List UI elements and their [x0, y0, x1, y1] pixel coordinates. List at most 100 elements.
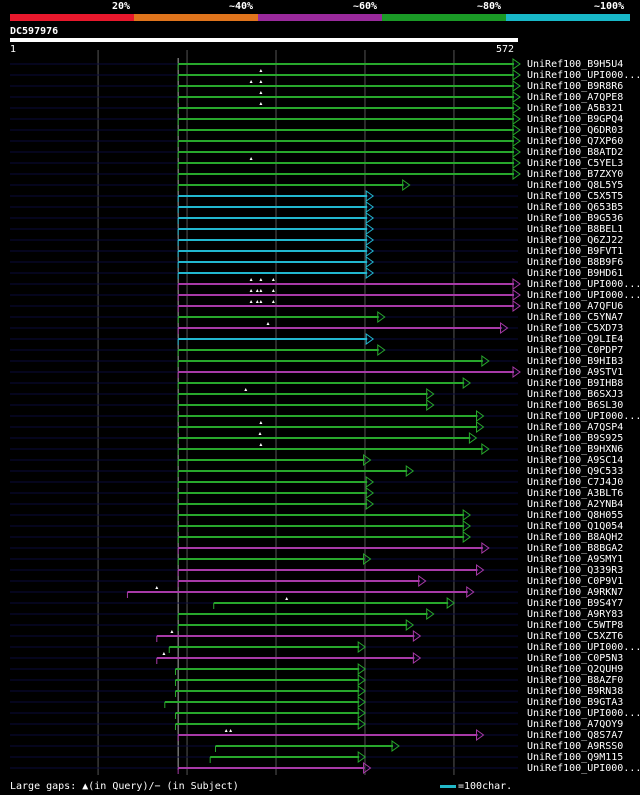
hit-label: UniRef100_Q1Q054 — [527, 521, 623, 532]
hit-label: UniRef100_B8AZF0 — [527, 675, 623, 686]
hit-label: UniRef100_UPI000... — [527, 411, 640, 422]
hit-end-arrow — [365, 234, 375, 246]
query-line — [10, 38, 518, 42]
hit-label: UniRef100_A9SMY1 — [527, 554, 623, 565]
scale-label-60: ~60% — [353, 1, 378, 12]
query-gap-marker — [266, 322, 270, 325]
hit-label: UniRef100_Q2QUH9 — [527, 664, 623, 675]
hit-label: UniRef100_Q8S7A7 — [527, 730, 623, 741]
hit-end-arrow — [377, 311, 386, 323]
hit-label: UniRef100_B9R8R6 — [527, 81, 623, 92]
hit-label: UniRef100_C7J4J0 — [527, 477, 623, 488]
hit-label: UniRef100_A7QFU6 — [527, 301, 623, 312]
query-gap-marker — [224, 729, 228, 732]
hit-label: UniRef100_B9G536 — [527, 213, 623, 224]
hit-label: UniRef100_Q8H055 — [527, 510, 623, 521]
hit-label: UniRef100_A7QSP4 — [527, 422, 623, 433]
hit-end-arrow — [500, 322, 509, 334]
hit-end-arrow — [512, 135, 521, 147]
query-gap-marker — [249, 157, 253, 160]
hit-label: UniRef100_B8B9F6 — [527, 257, 623, 268]
query-gap-marker — [259, 102, 263, 105]
query-gap-marker — [229, 729, 233, 732]
hit-end-arrow — [357, 718, 367, 730]
hit-label: UniRef100_B9HD61 — [527, 268, 623, 279]
query-gap-marker — [271, 289, 275, 292]
query-gap-marker — [249, 289, 253, 292]
hit-label: UniRef100_Q6DR03 — [527, 125, 623, 136]
query-gap-marker — [259, 421, 263, 424]
hit-label: UniRef100_C5WTP8 — [527, 620, 623, 631]
query-gap-marker — [259, 278, 263, 281]
hit-end-arrow — [363, 454, 372, 466]
hit-end-arrow — [412, 652, 422, 664]
query-gap-marker — [259, 289, 263, 292]
hit-end-arrow — [481, 542, 490, 554]
hit-end-arrow — [365, 190, 375, 202]
hit-end-arrow — [357, 696, 367, 708]
hit-label: UniRef100_A9SC14 — [527, 455, 623, 466]
hit-label: UniRef100_A9RY83 — [527, 609, 623, 620]
hit-end-arrow — [468, 432, 478, 444]
hit-label: UniRef100_Q6ZJ22 — [527, 235, 623, 246]
legend-gaps: Large gaps: ▲(in Query)/− (in Subject) — [10, 781, 239, 792]
legend-scale: =100char. — [440, 781, 512, 792]
hit-end-arrow — [357, 751, 367, 763]
hit-label: UniRef100_B7ZXY0 — [527, 169, 623, 180]
hit-label: UniRef100_Q8L5Y5 — [527, 180, 623, 191]
hit-label: UniRef100_A9RKN7 — [527, 587, 623, 598]
hit-end-arrow — [426, 399, 435, 411]
hit-label: UniRef100_UPI000... — [527, 279, 640, 290]
hit-end-arrow — [365, 487, 375, 499]
hit-label: UniRef100_C0P5N3 — [527, 653, 623, 664]
hit-label: UniRef100_C0P9V1 — [527, 576, 623, 587]
hit-label: UniRef100_Q9C533 — [527, 466, 623, 477]
hit-end-arrow — [462, 531, 472, 543]
scale-segment-60 — [258, 14, 382, 21]
scale-segment-100 — [506, 14, 630, 21]
hit-label: UniRef100_A7QPE8 — [527, 92, 623, 103]
hit-label: UniRef100_Q9M115 — [527, 752, 623, 763]
query-gap-marker — [249, 80, 253, 83]
query-gap-marker — [271, 278, 275, 281]
hit-label: UniRef100_UPI000... — [527, 642, 640, 653]
query-gap-marker — [259, 443, 263, 446]
hit-label: UniRef100_A9STV1 — [527, 367, 623, 378]
hit-label: UniRef100_B9RN38 — [527, 686, 623, 697]
scale-segment-80 — [382, 14, 506, 21]
hit-end-arrow — [512, 80, 521, 92]
hit-label: UniRef100_B9IHB8 — [527, 378, 623, 389]
hit-end-arrow — [462, 509, 472, 521]
query-gap-marker — [259, 91, 263, 94]
hit-label: UniRef100_Q339R3 — [527, 565, 623, 576]
hit-label: UniRef100_UPI000... — [527, 70, 640, 81]
query-gap-marker — [259, 69, 263, 72]
hit-label: UniRef100_UPI000... — [527, 763, 640, 774]
hit-end-arrow — [418, 575, 427, 587]
query-gap-marker — [155, 586, 159, 589]
hit-end-arrow — [512, 289, 521, 301]
hit-end-arrow — [462, 520, 472, 532]
query-gap-marker — [258, 432, 262, 435]
hit-end-arrow — [512, 146, 521, 158]
hit-end-arrow — [512, 124, 521, 136]
hit-label: UniRef100_B9FVT1 — [527, 246, 623, 257]
hit-label: UniRef100_B9HXN6 — [527, 444, 623, 455]
query-gap-marker — [271, 300, 275, 303]
identity-scale-bar — [10, 14, 630, 21]
hit-end-arrow — [426, 608, 435, 620]
hit-label: UniRef100_UPI000... — [527, 708, 640, 719]
hit-end-arrow — [512, 300, 521, 312]
hit-label: UniRef100_C5XD73 — [527, 323, 623, 334]
scale-label-80: ~80% — [477, 1, 502, 12]
hit-end-arrow — [365, 212, 375, 224]
query-gap-marker — [259, 80, 263, 83]
hit-end-arrow — [512, 278, 521, 290]
query-gap-marker — [285, 597, 289, 600]
query-gap-marker — [162, 652, 166, 655]
hit-end-arrow — [405, 465, 415, 477]
hit-label: UniRef100_B6SL30 — [527, 400, 623, 411]
hit-label: UniRef100_Q9LIE4 — [527, 334, 623, 345]
hit-end-arrow — [365, 201, 375, 213]
hit-label: UniRef100_Q653B5 — [527, 202, 623, 213]
